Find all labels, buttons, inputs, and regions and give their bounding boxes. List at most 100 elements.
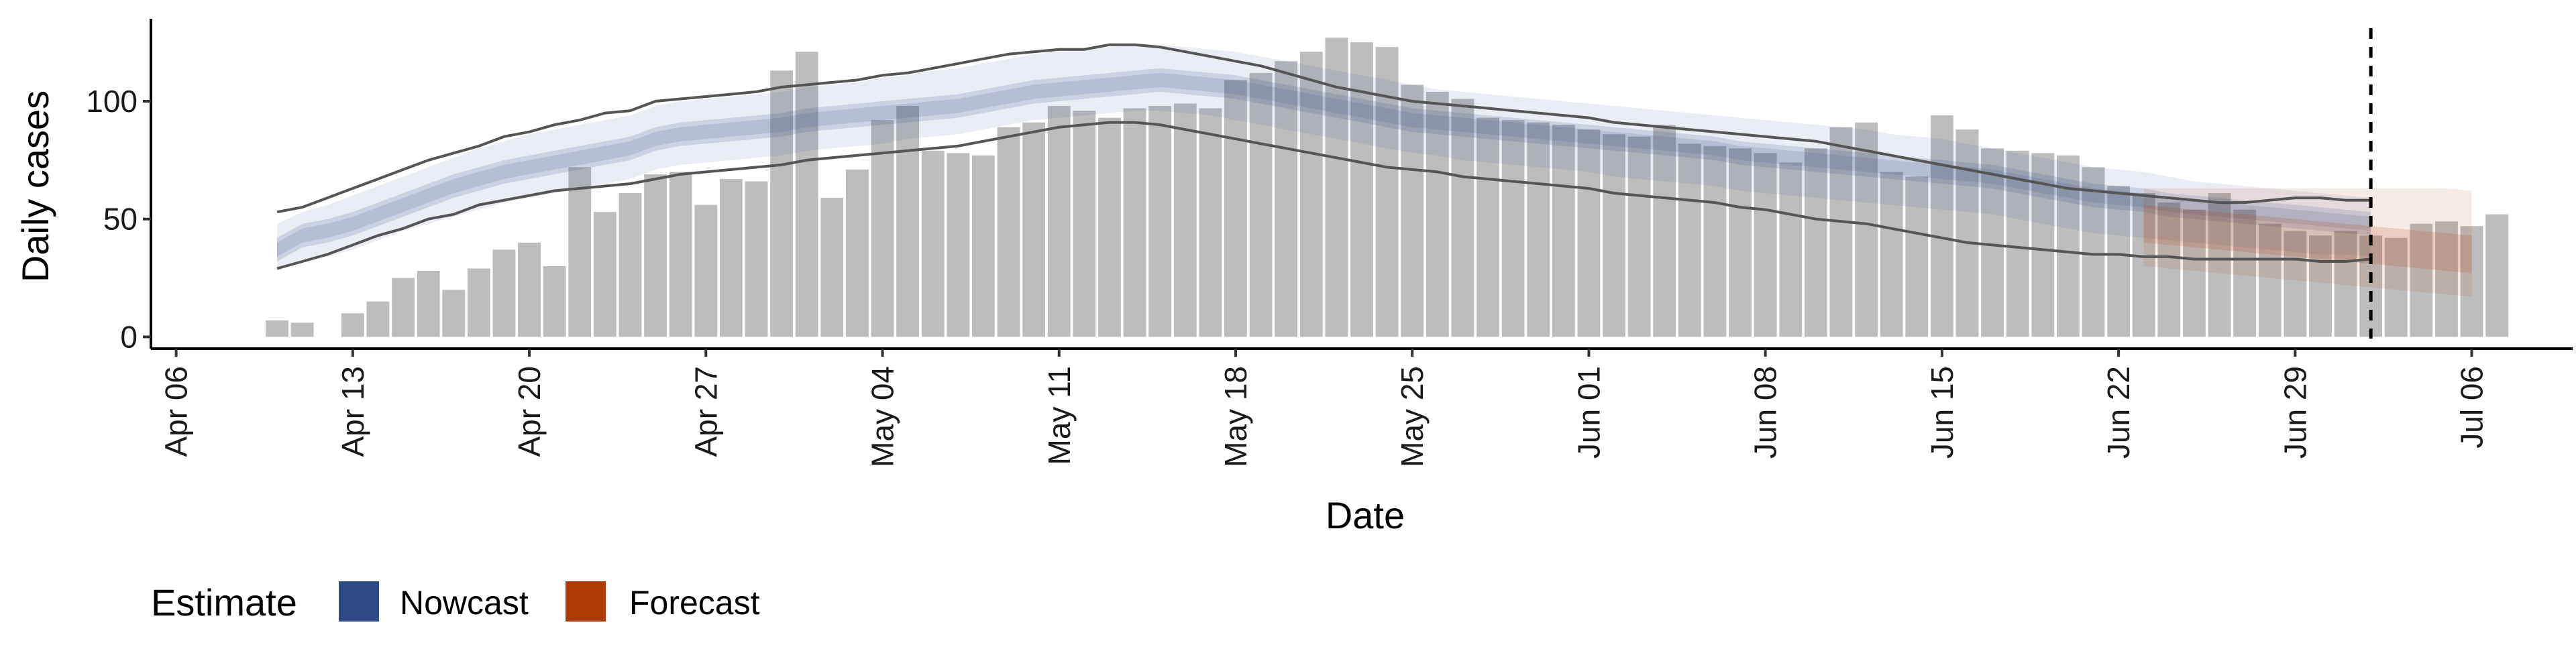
x-tick-label: Jun 22 xyxy=(2101,366,2136,459)
x-tick-label: Jul 06 xyxy=(2455,366,2489,449)
case-bar xyxy=(2334,231,2357,337)
case-bar xyxy=(1627,136,1651,337)
case-bar xyxy=(694,204,718,337)
case-bar xyxy=(1552,125,1575,337)
x-tick-label: May 04 xyxy=(865,366,900,467)
case-bar xyxy=(1022,122,1046,337)
x-tick-label: Apr 13 xyxy=(335,366,370,457)
case-bar xyxy=(2435,221,2458,337)
nowcast-band-90 xyxy=(277,44,2371,271)
case-bar xyxy=(2309,235,2332,337)
x-tick-label: Jun 01 xyxy=(1571,366,1606,459)
y-axis-title: Daily cases xyxy=(14,91,56,282)
case-bar xyxy=(972,155,995,337)
case-bar xyxy=(1577,129,1601,337)
x-tick-label: Jun 08 xyxy=(1748,366,1783,459)
y-tick-label: 0 xyxy=(120,319,138,354)
case-bar xyxy=(1981,148,2004,337)
case-bar xyxy=(1779,162,1803,337)
nowcast-core-band xyxy=(277,72,2371,257)
case-bar xyxy=(719,178,743,337)
band-layer xyxy=(277,44,2472,297)
legend-title: Estimate xyxy=(151,581,297,624)
case-bar xyxy=(1098,117,1121,337)
x-tick-label: Apr 06 xyxy=(159,366,194,457)
x-tick-label: Apr 20 xyxy=(512,366,547,457)
case-bar xyxy=(442,290,466,337)
case-bar xyxy=(1905,176,1929,337)
x-tick-label: May 25 xyxy=(1395,366,1430,467)
forecast-band-90 xyxy=(2143,188,2472,297)
case-bar xyxy=(1224,80,1247,337)
case-bar xyxy=(568,167,592,337)
x-tick-label: Jun 15 xyxy=(1925,366,1960,459)
case-bar xyxy=(1829,127,1853,337)
case-bar xyxy=(1299,52,1323,337)
legend-swatch-nowcast xyxy=(339,581,379,622)
case-bar xyxy=(467,268,490,337)
case-bar xyxy=(266,320,288,337)
case-bar xyxy=(1426,91,1449,337)
nowcast-band-50 xyxy=(277,68,2371,262)
line-layer xyxy=(276,43,2371,270)
legend-swatch-forecast xyxy=(566,581,606,622)
case-bar xyxy=(1804,148,1827,337)
case-bar xyxy=(1754,153,1777,337)
case-bar xyxy=(1199,108,1222,337)
x-axis-title: Date xyxy=(1326,494,1405,536)
case-bar xyxy=(1930,115,1953,337)
case-bar xyxy=(392,278,415,337)
case-bar xyxy=(1603,134,1625,337)
case-bar xyxy=(366,301,390,337)
case-bar xyxy=(921,150,945,337)
case-bar xyxy=(543,266,566,337)
case-bar xyxy=(795,52,818,337)
legend-label-nowcast: Nowcast xyxy=(400,584,529,622)
case-bar xyxy=(745,181,768,337)
case-bar xyxy=(1855,122,1878,337)
case-bar xyxy=(770,70,794,337)
case-bar xyxy=(1148,106,1172,337)
case-bar xyxy=(619,193,642,337)
case-bar xyxy=(1477,117,1499,337)
forecast-band-50 xyxy=(2143,204,2472,274)
case-bar xyxy=(492,249,516,337)
x-tick-label: Jun 29 xyxy=(2277,366,2312,459)
case-bar xyxy=(593,212,616,337)
case-bar xyxy=(290,322,314,337)
x-tick-label: May 11 xyxy=(1042,366,1077,465)
case-bar xyxy=(1047,106,1071,337)
legend-label-forecast: Forecast xyxy=(629,584,760,622)
legend: Estimate Nowcast Forecast xyxy=(151,581,760,624)
x-tick-label: Apr 27 xyxy=(688,366,723,457)
case-bar xyxy=(1678,143,1701,337)
case-bar xyxy=(1123,108,1146,337)
case-bar xyxy=(2208,193,2231,337)
case-bar xyxy=(2183,209,2206,337)
case-bar xyxy=(1955,129,1979,337)
case-bar xyxy=(947,153,970,337)
case-bar xyxy=(1527,122,1550,337)
case-bar xyxy=(1703,145,1727,337)
case-bar xyxy=(417,271,440,337)
case-bar xyxy=(1275,61,1298,337)
case-bar xyxy=(845,169,869,337)
bar-layer xyxy=(266,38,2509,337)
lower-reference-line xyxy=(276,121,2371,270)
case-bar xyxy=(2460,226,2483,337)
case-bar xyxy=(2082,167,2105,337)
y-tick-label: 100 xyxy=(86,84,138,119)
case-bar xyxy=(2410,223,2433,337)
case-bar xyxy=(2107,186,2131,337)
case-bar xyxy=(1401,84,1424,337)
case-bar xyxy=(1249,72,1273,337)
case-bar xyxy=(669,172,692,337)
x-tick-label: May 18 xyxy=(1218,366,1253,467)
case-bar xyxy=(1729,148,1752,337)
case-bar xyxy=(871,120,894,337)
case-bar xyxy=(2384,237,2408,337)
case-bar xyxy=(896,106,920,337)
case-bar xyxy=(2157,202,2181,337)
